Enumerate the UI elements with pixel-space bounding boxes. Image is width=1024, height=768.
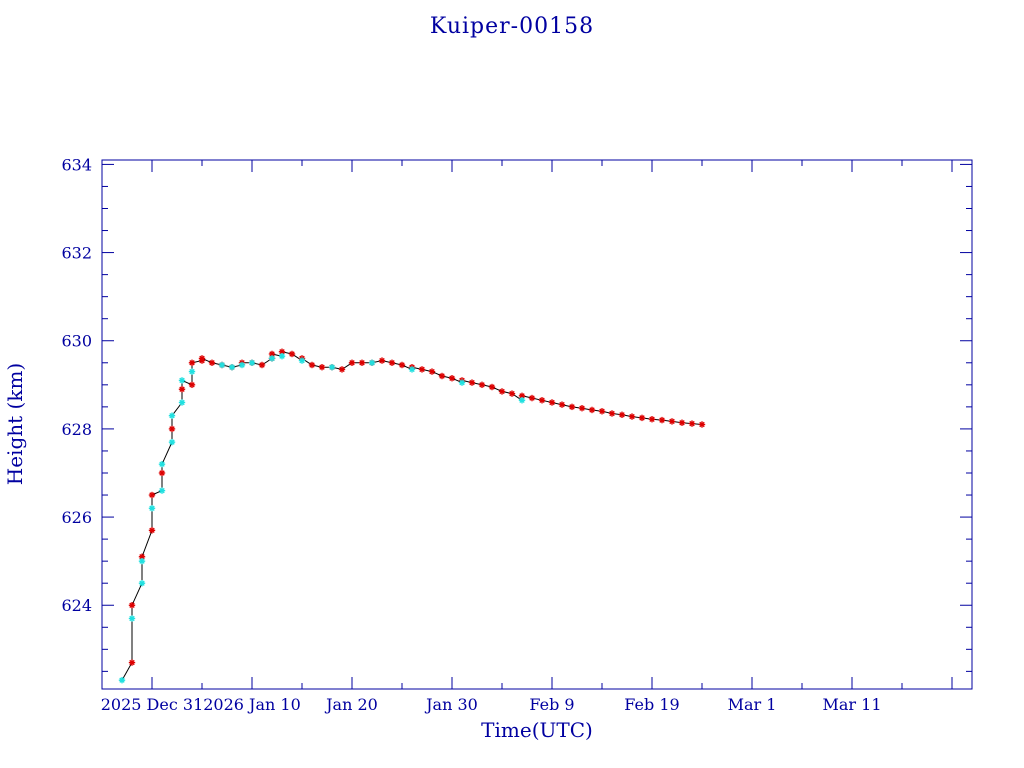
data-point-red: [128, 602, 136, 609]
data-point-red: [178, 386, 186, 393]
y-tick-label: 632: [61, 244, 92, 263]
data-point-red: [428, 368, 436, 375]
data-point-cyan: [138, 580, 146, 587]
x-tick-label: 2025 Dec 31: [101, 695, 204, 714]
data-point-red: [478, 381, 486, 389]
data-point-cyan: [368, 359, 376, 366]
data-point-red: [338, 366, 346, 373]
plot-frame: [101, 159, 973, 690]
data-point-red: [668, 418, 676, 425]
data-point-cyan: [458, 379, 466, 386]
data-point-red: [638, 414, 646, 422]
x-axis-label: Time(UTC): [481, 718, 593, 742]
data-point-red: [468, 379, 476, 386]
data-point-red: [658, 416, 666, 424]
data-point-red: [628, 413, 636, 420]
data-point-red: [348, 359, 356, 366]
data-point-red: [548, 399, 556, 406]
tick-labels: 2025 Dec 31 2026 Jan 10 Jan 20 Jan 30 Feb 9 F…: [61, 155, 881, 714]
data-point-red: [618, 411, 626, 419]
data-point-cyan: [168, 438, 176, 446]
data-point-cyan: [238, 361, 246, 369]
data-point-red: [528, 394, 536, 402]
data-point-cyan: [268, 355, 276, 362]
data-point-red: [158, 469, 166, 477]
data-point-cyan: [118, 676, 126, 684]
x-tick-label: Jan 30: [424, 695, 478, 714]
data-point-red: [488, 383, 496, 391]
data-point-cyan: [518, 397, 526, 404]
x-tick-label: Mar 1: [728, 695, 777, 714]
data-point-red: [208, 359, 216, 366]
data-point-red: [608, 410, 616, 417]
y-tick-label: 628: [61, 420, 92, 439]
data-point-cyan: [158, 460, 166, 468]
data-point-red: [438, 372, 446, 380]
data-point-cyan: [158, 487, 166, 494]
x-tick-label: Feb 9: [529, 695, 574, 714]
data-point-red: [648, 416, 656, 423]
data-point-red: [318, 363, 326, 371]
data-point-cyan: [298, 357, 306, 364]
data-point-red: [678, 419, 686, 426]
data-point-red: [558, 401, 566, 408]
data-points: [118, 348, 706, 684]
chart-title: Kuiper-00158: [429, 14, 595, 39]
y-tick-label: 634: [61, 155, 92, 174]
y-tick-label: 624: [61, 596, 92, 615]
data-point-red: [508, 390, 516, 397]
data-point-red: [188, 359, 196, 366]
data-point-red: [538, 397, 546, 404]
data-point-cyan: [178, 399, 186, 406]
x-tick-label: Mar 11: [822, 695, 881, 714]
x-tick-label: 2026 Jan 10: [203, 695, 301, 714]
data-point-red: [568, 403, 576, 411]
data-point-red: [498, 388, 506, 395]
data-point-cyan: [248, 359, 256, 366]
data-point-red: [128, 659, 136, 666]
y-tick-label: 630: [61, 332, 92, 351]
data-line: [121, 351, 703, 681]
data-point-red: [378, 357, 386, 364]
data-point-cyan: [228, 363, 236, 371]
data-point-red: [398, 361, 406, 369]
x-tick-label: Feb 19: [624, 695, 679, 714]
data-point-red: [308, 361, 316, 369]
data-point-red: [448, 375, 456, 382]
data-point-cyan: [148, 505, 156, 512]
data-point-cyan: [188, 368, 196, 375]
data-point-red: [148, 491, 156, 499]
data-point-red: [418, 366, 426, 373]
data-point-red: [688, 420, 696, 427]
data-point-cyan: [168, 412, 176, 419]
data-point-red: [588, 406, 596, 414]
data-point-red: [188, 381, 196, 389]
data-point-red: [388, 359, 396, 366]
data-point-cyan: [178, 377, 186, 384]
data-point-cyan: [218, 361, 226, 369]
data-point-cyan: [328, 363, 336, 371]
tick-marks: [102, 160, 972, 689]
data-point-cyan: [408, 366, 416, 373]
data-point-red: [198, 357, 206, 364]
data-point-red: [148, 527, 156, 534]
data-point-red: [288, 350, 296, 358]
data-point-red: [258, 361, 266, 369]
data-point-red: [578, 404, 586, 412]
data-point-cyan: [138, 557, 146, 565]
data-point-red: [168, 425, 176, 433]
data-point-cyan: [128, 615, 136, 622]
x-tick-label: Jan 20: [324, 695, 378, 714]
data-point-cyan: [278, 352, 286, 360]
data-point-red: [698, 421, 706, 428]
y-tick-label: 626: [61, 508, 92, 527]
data-point-red: [358, 359, 366, 366]
data-point-red: [598, 408, 606, 415]
